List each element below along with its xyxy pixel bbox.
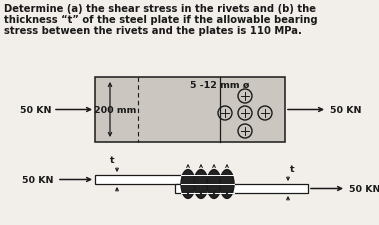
Ellipse shape [194, 170, 208, 198]
Ellipse shape [220, 170, 234, 198]
Text: 50 KN: 50 KN [22, 175, 54, 184]
Text: stress between the rivets and the plates is 110 MPa.: stress between the rivets and the plates… [4, 26, 302, 36]
Ellipse shape [181, 170, 195, 198]
Text: t: t [110, 155, 114, 164]
Bar [95, 175, 228, 184]
Bar [95, 78, 285, 142]
Text: thickness “t” of the steel plate if the allowable bearing: thickness “t” of the steel plate if the … [4, 15, 318, 25]
Bar [175, 184, 308, 193]
Text: 50 KN: 50 KN [19, 106, 51, 115]
Text: Determine (a) the shear stress in the rivets and (b) the: Determine (a) the shear stress in the ri… [4, 4, 316, 14]
Text: 50 KN: 50 KN [349, 184, 379, 193]
Circle shape [218, 106, 232, 120]
Circle shape [238, 90, 252, 104]
Circle shape [238, 124, 252, 138]
Text: t: t [290, 164, 294, 173]
Circle shape [258, 106, 272, 120]
Ellipse shape [207, 170, 221, 198]
Text: 50 KN: 50 KN [330, 106, 362, 115]
Circle shape [238, 106, 252, 120]
Text: 5 -12 mm ø: 5 -12 mm ø [190, 81, 249, 90]
Text: 200 mm: 200 mm [94, 106, 136, 115]
